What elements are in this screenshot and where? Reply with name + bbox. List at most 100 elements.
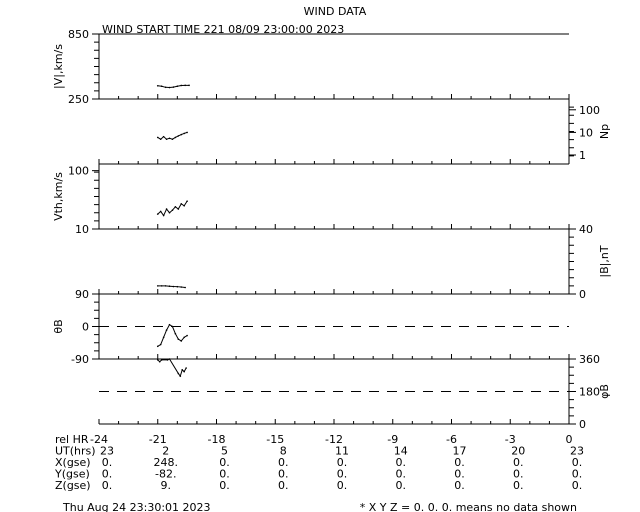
table-cell: 0. [278,456,289,469]
data-point [172,86,175,88]
table-cell: 23 [570,445,584,458]
data-point [180,84,183,87]
data-point [159,210,162,213]
panel-4: 90 0 -90 θB [52,288,570,366]
table-cell: 9. [161,479,172,492]
data-point [176,85,179,88]
table-cell: 0. [454,468,465,481]
data-point [165,208,168,210]
y-axis-label: Vth,km/s [52,172,65,221]
data-point [183,370,185,373]
data-point [177,135,180,137]
data-point [180,133,183,136]
table-cell: -12 [325,433,343,446]
data-point [156,359,159,361]
y-tick-label: 10 [579,126,593,139]
data-point [186,200,188,202]
data-point [181,369,184,371]
y-axis-label: |V|,km/s [52,44,65,89]
table-cell: 0. [337,456,348,469]
data-point [184,84,186,87]
data-point [162,336,165,339]
data-point [180,286,183,288]
table-cell: 0. [396,456,407,469]
data-point [159,343,162,346]
series-line [157,358,187,378]
y-tick-label: 0 [579,288,586,301]
data-point [186,334,188,337]
table-cell: -24 [90,433,108,446]
data-point [184,286,186,289]
table-cell: 17 [453,445,467,458]
data-point [159,138,162,141]
data-point [171,138,174,141]
data-point [186,131,188,134]
table-cell: -21 [149,433,167,446]
data-point [177,338,180,340]
data-point [174,332,177,335]
table-cell: 0. [572,456,583,469]
data-point [180,203,183,205]
data-point [172,285,175,288]
y-tick-label: 0 [579,418,586,431]
data-point [180,340,183,342]
data-point [156,285,159,287]
chart-title: WIND DATA [304,5,367,18]
table-row-label: rel HR [55,433,89,446]
table-cell: 0. [278,468,289,481]
data-point [176,285,179,288]
table-cell: 0. [513,479,524,492]
table-cell: 0 [566,433,573,446]
data-point [183,132,185,135]
table-cell: 248. [154,456,179,469]
data-point [156,84,159,87]
table-cell: 0. [396,479,407,492]
panel-3: 40 0 |B|,nT [98,223,611,301]
data-point [177,372,180,375]
data-point [165,138,168,141]
data-point [188,84,190,87]
y-tick-label: 100 [579,104,600,117]
y-tick-label: 250 [68,93,89,106]
data-point [164,86,167,89]
table-cell: 0. [102,479,113,492]
data-point [177,208,180,210]
data-point [168,86,171,89]
table-cell: -18 [208,433,226,446]
table-cell: 0. [102,468,113,481]
data-point [156,136,159,139]
data-point [171,209,174,211]
table-cell: 14 [394,445,408,458]
data-point [174,206,177,208]
y-tick-label: 0 [82,321,89,334]
table-row-label: Y(gse) [54,468,90,481]
data-point [168,137,171,140]
data-point [156,213,159,215]
table-cell: 5 [221,445,228,458]
table-cell: 0. [278,479,289,492]
data-point [171,325,174,328]
table-cell: 0. [513,456,524,469]
data-point [165,329,168,331]
series-line [157,323,188,347]
table-cell: -3 [505,433,516,446]
data-point [166,359,169,361]
data-point [160,359,163,361]
table-cell: 0. [513,468,524,481]
data-point [168,323,171,326]
series-line [157,200,188,217]
footer-note: * X Y Z = 0. 0. 0. means no data shown [360,501,577,512]
table-cell: -6 [446,433,457,446]
table-cell: 2 [162,445,169,458]
y-tick-label: 90 [75,288,89,301]
table-cell: 0. [219,468,230,481]
data-point [179,375,182,377]
table-cell: 0. [454,456,465,469]
y-tick-label: 1 [579,149,586,162]
y-axis-label: φB [598,384,611,399]
data-point [162,135,165,138]
y-tick-label: 360 [579,353,600,366]
table-cell: -15 [266,433,284,446]
